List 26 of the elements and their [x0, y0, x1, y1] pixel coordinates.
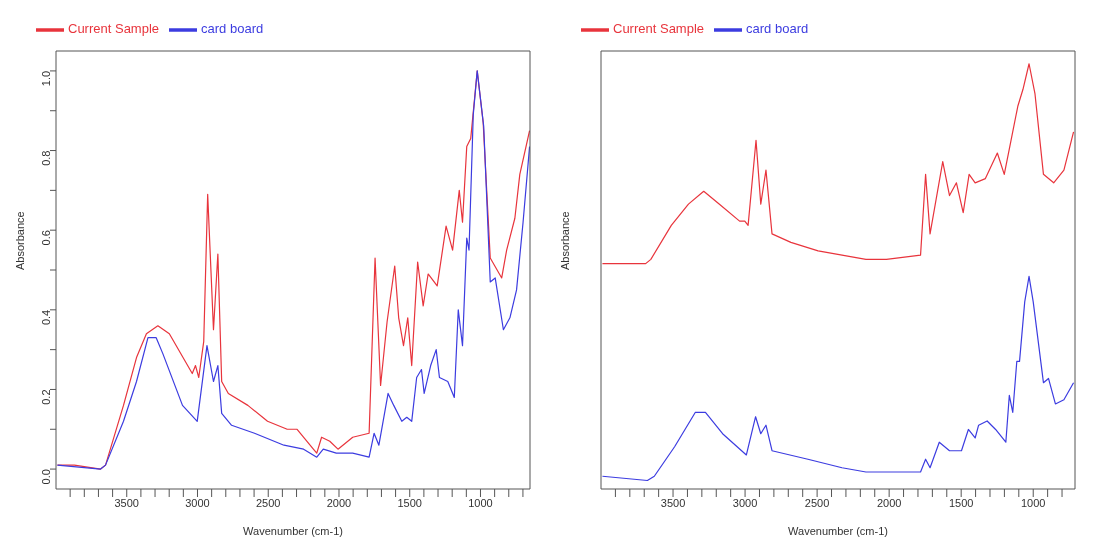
x-tick-label: 2000 — [326, 496, 352, 509]
x-tick-label: 2500 — [256, 496, 281, 509]
y-tick-label: 1.0 — [39, 70, 52, 87]
x-tick-label: 2500 — [804, 496, 830, 509]
x-axis-title: Wavenumber (cm-1) — [243, 525, 343, 537]
x-tick-label: 3500 — [114, 496, 139, 509]
y-axis-title: Absorbance — [558, 211, 571, 270]
y-tick-label: 0.0 — [39, 469, 52, 485]
legend-label: Current Sample — [68, 21, 160, 37]
legend-label: card board — [746, 21, 809, 37]
x-tick-label: 1000 — [468, 496, 493, 509]
x-tick-label: 1500 — [397, 496, 422, 509]
x-axis-title: Wavenumber (cm-1) — [788, 525, 888, 537]
y-tick-label: 0.6 — [39, 230, 52, 246]
x-tick-label: 3000 — [732, 496, 758, 509]
x-tick-label: 1000 — [1020, 496, 1046, 509]
y-tick-label: 0.4 — [39, 309, 52, 326]
legend-label: Current Sample — [613, 21, 705, 37]
y-axis-title: Absorbance — [13, 211, 26, 270]
y-tick-label: 0.2 — [39, 389, 52, 405]
x-tick-label: 3000 — [185, 496, 210, 509]
x-tick-label: 3500 — [660, 496, 686, 509]
x-tick-label: 1500 — [948, 496, 974, 509]
legend-label: card board — [201, 21, 264, 37]
y-tick-label: 0.8 — [39, 150, 52, 166]
x-tick-label: 2000 — [876, 496, 902, 509]
